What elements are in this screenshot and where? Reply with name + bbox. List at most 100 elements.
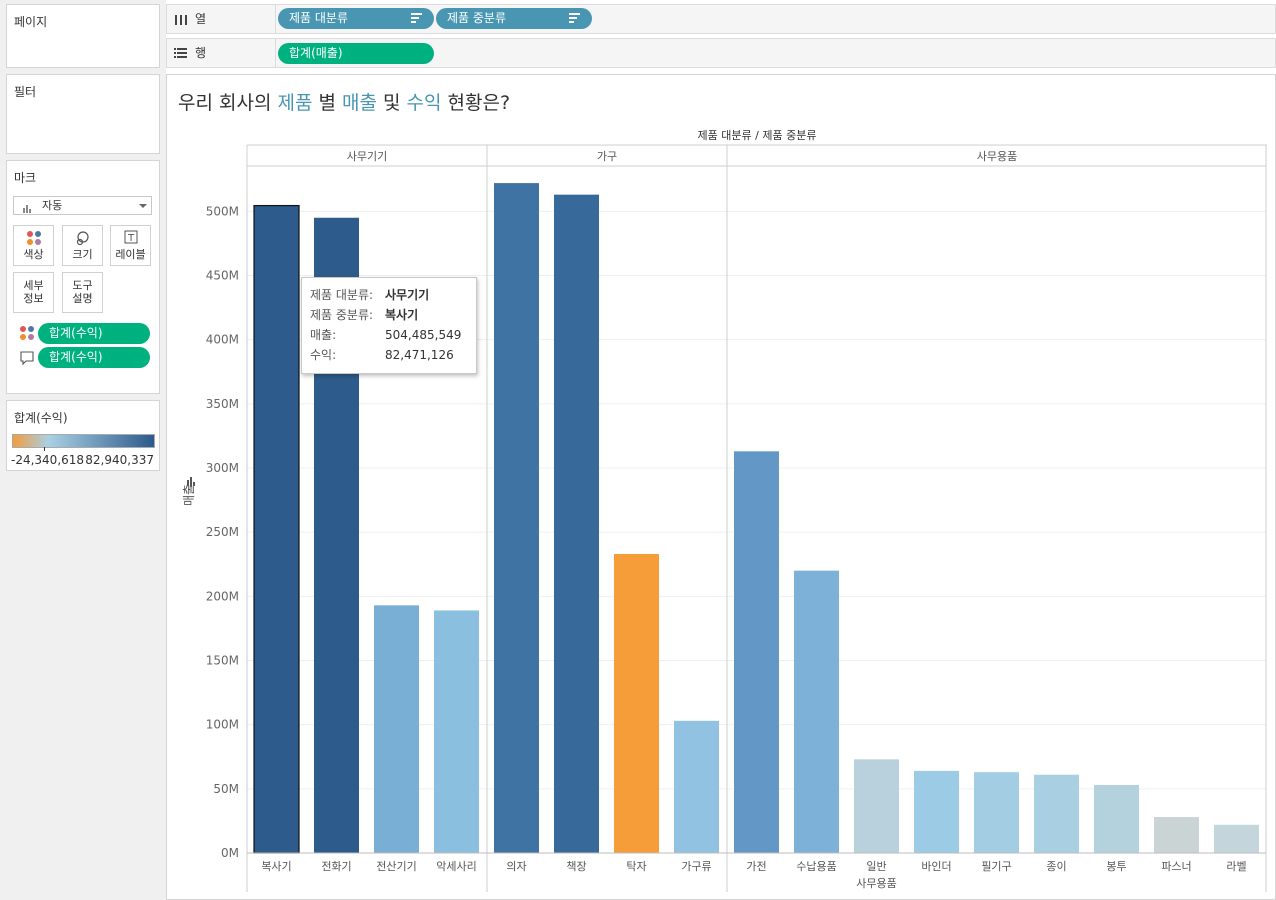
sort-descending-icon bbox=[569, 13, 580, 23]
tooltip-icon bbox=[19, 350, 35, 366]
title-part4: 현황은? bbox=[441, 92, 511, 114]
bar[interactable] bbox=[494, 183, 539, 854]
detail-button[interactable]: 세부 정보 bbox=[13, 272, 54, 313]
title-part2: 별 bbox=[312, 92, 343, 114]
y-tick-label: 300M bbox=[206, 461, 239, 475]
bar[interactable] bbox=[1214, 824, 1259, 853]
row-pill-sales[interactable]: 합계(매출) bbox=[278, 43, 434, 64]
filters-title: 필터 bbox=[14, 85, 37, 99]
bar[interactable] bbox=[674, 720, 719, 853]
x-tick-label: 사무용품 bbox=[856, 877, 896, 890]
y-tick-label: 350M bbox=[206, 397, 239, 411]
x-tick-label: 전산기기 bbox=[376, 860, 416, 873]
bar[interactable] bbox=[614, 553, 659, 853]
bar[interactable] bbox=[1034, 774, 1079, 853]
tooltip-popup: 제품 대분류: 사무기기 제품 중분류: 복사기 매출: 504,485,549 수익… bbox=[301, 277, 477, 374]
bar-chart[interactable]: 0M 50M 100M 150M 200M 250M 300M 350M 400M 450M 500… bbox=[167, 75, 1275, 899]
bar[interactable] bbox=[253, 204, 300, 854]
size-button[interactable]: 크기 bbox=[62, 225, 103, 266]
bar[interactable] bbox=[434, 610, 479, 853]
filters-card[interactable]: 필터 bbox=[6, 74, 160, 154]
x-tick-label: 전화기 bbox=[321, 860, 351, 873]
x-tick-label: 라벨 bbox=[1226, 860, 1246, 873]
color-dots-icon bbox=[14, 230, 53, 248]
legend-zero-tick bbox=[44, 447, 45, 451]
title-highlight-product: 제품 bbox=[277, 92, 313, 114]
column-pill-category[interactable]: 제품 대분류 bbox=[278, 8, 434, 29]
worksheet-title: 우리 회사의 제품 별 매출 및 수익 현황은? bbox=[178, 88, 510, 115]
tooltip-button[interactable]: 도구 설명 bbox=[62, 272, 103, 313]
bar[interactable] bbox=[1094, 784, 1139, 853]
pages-title: 페이지 bbox=[14, 15, 48, 29]
x-tick-label: 일반 bbox=[866, 859, 886, 873]
marks-title: 마크 bbox=[14, 171, 37, 185]
axis-field-icon bbox=[187, 480, 189, 486]
axis-field-icon bbox=[193, 482, 195, 486]
y-tick-label: 250M bbox=[206, 525, 239, 539]
bar-chart-icon bbox=[23, 201, 32, 213]
x-tick-label: 종이 bbox=[1046, 860, 1066, 873]
legend-card: 합계(수익) -24,340,618 82,940,337 bbox=[6, 400, 160, 471]
marks-card: 마크 자동 색상 크기 T 레이블 세부 정보 도구 설명 합계(수익) bbox=[6, 160, 160, 394]
text-label-icon: T bbox=[111, 230, 150, 248]
label-button[interactable]: T 레이블 bbox=[110, 225, 151, 266]
y-tick-label: 100M bbox=[206, 718, 239, 732]
y-tick-label: 450M bbox=[206, 269, 239, 283]
y-axis-label: 매출 bbox=[182, 484, 196, 506]
tooltip-value: 사무기기 bbox=[385, 288, 430, 302]
bar[interactable] bbox=[1154, 817, 1199, 853]
color-dots-icon bbox=[19, 325, 35, 341]
tooltip-row-subcategory: 제품 중분류: 복사기 bbox=[310, 307, 418, 323]
bar[interactable] bbox=[554, 194, 599, 853]
y-tick-label: 200M bbox=[206, 589, 239, 603]
color-legend-gradient[interactable] bbox=[12, 434, 155, 448]
columns-icon bbox=[175, 13, 187, 25]
tooltip-key: 제품 중분류: bbox=[310, 308, 374, 322]
x-tick-label: 가전 bbox=[746, 860, 766, 873]
x-tick-label: 책장 bbox=[566, 860, 586, 873]
column-pill-subcategory-label: 제품 중분류 bbox=[447, 11, 507, 25]
tooltip-key: 매출: bbox=[310, 328, 337, 342]
color-button[interactable]: 색상 bbox=[13, 225, 54, 266]
color-label: 색상 bbox=[23, 248, 44, 261]
tooltip-value: 복사기 bbox=[385, 308, 419, 322]
detail-label-line1: 세부 bbox=[23, 279, 44, 292]
group-header-label: 가구 bbox=[597, 150, 617, 163]
y-tick-label: 0M bbox=[221, 846, 239, 860]
axis-field-icon bbox=[190, 477, 192, 486]
y-tick-label: 50M bbox=[213, 782, 239, 796]
y-tick-label: 400M bbox=[206, 333, 239, 347]
title-highlight-profit: 수익 bbox=[406, 92, 442, 114]
detail-label-line2: 정보 bbox=[23, 292, 44, 305]
x-tick-label: 탁자 bbox=[626, 860, 646, 873]
group-header-label: 사무기기 bbox=[347, 150, 387, 163]
column-pill-subcategory[interactable]: 제품 중분류 bbox=[436, 8, 592, 29]
x-tick-label: 수납용품 bbox=[796, 860, 836, 873]
bar[interactable] bbox=[854, 759, 899, 853]
bar[interactable] bbox=[974, 772, 1019, 853]
tooltip-row-category: 제품 대분류: 사무기기 bbox=[310, 287, 429, 303]
x-tick-label: 복사기 bbox=[261, 860, 291, 873]
mark-type-dropdown[interactable]: 자동 bbox=[13, 196, 152, 215]
legend-min-label: -24,340,618 bbox=[11, 453, 85, 467]
rows-shelf[interactable]: 행 합계(매출) bbox=[166, 38, 1276, 68]
bar[interactable] bbox=[914, 770, 959, 853]
shelf-divider bbox=[275, 5, 276, 33]
tooltip-row-sales: 매출: 504,485,549 bbox=[310, 327, 461, 343]
tooltip-value: 504,485,549 bbox=[385, 328, 462, 342]
pages-card[interactable]: 페이지 bbox=[6, 4, 160, 68]
worksheet-view: 우리 회사의 제품 별 매출 및 수익 현황은? 0M 50M 100M 150M 20… bbox=[166, 74, 1276, 900]
tooltip-label-line1: 도구 bbox=[72, 279, 93, 292]
x-tick-label: 악세사리 bbox=[436, 860, 476, 873]
color-field-pill[interactable]: 합계(수익) bbox=[38, 323, 150, 344]
x-tick-label: 의자 bbox=[506, 860, 526, 873]
tooltip-key: 수익: bbox=[310, 348, 337, 362]
columns-shelf[interactable]: 열 제품 대분류 제품 중분류 bbox=[166, 4, 1276, 34]
bar[interactable] bbox=[374, 605, 419, 853]
tooltip-label-line2: 설명 bbox=[72, 292, 93, 305]
tooltip-field-pill[interactable]: 합계(수익) bbox=[38, 347, 150, 368]
bar[interactable] bbox=[734, 451, 779, 853]
title-highlight-sales: 매출 bbox=[342, 92, 377, 114]
bar[interactable] bbox=[794, 570, 839, 853]
title-part1: 우리 회사의 bbox=[178, 92, 278, 114]
